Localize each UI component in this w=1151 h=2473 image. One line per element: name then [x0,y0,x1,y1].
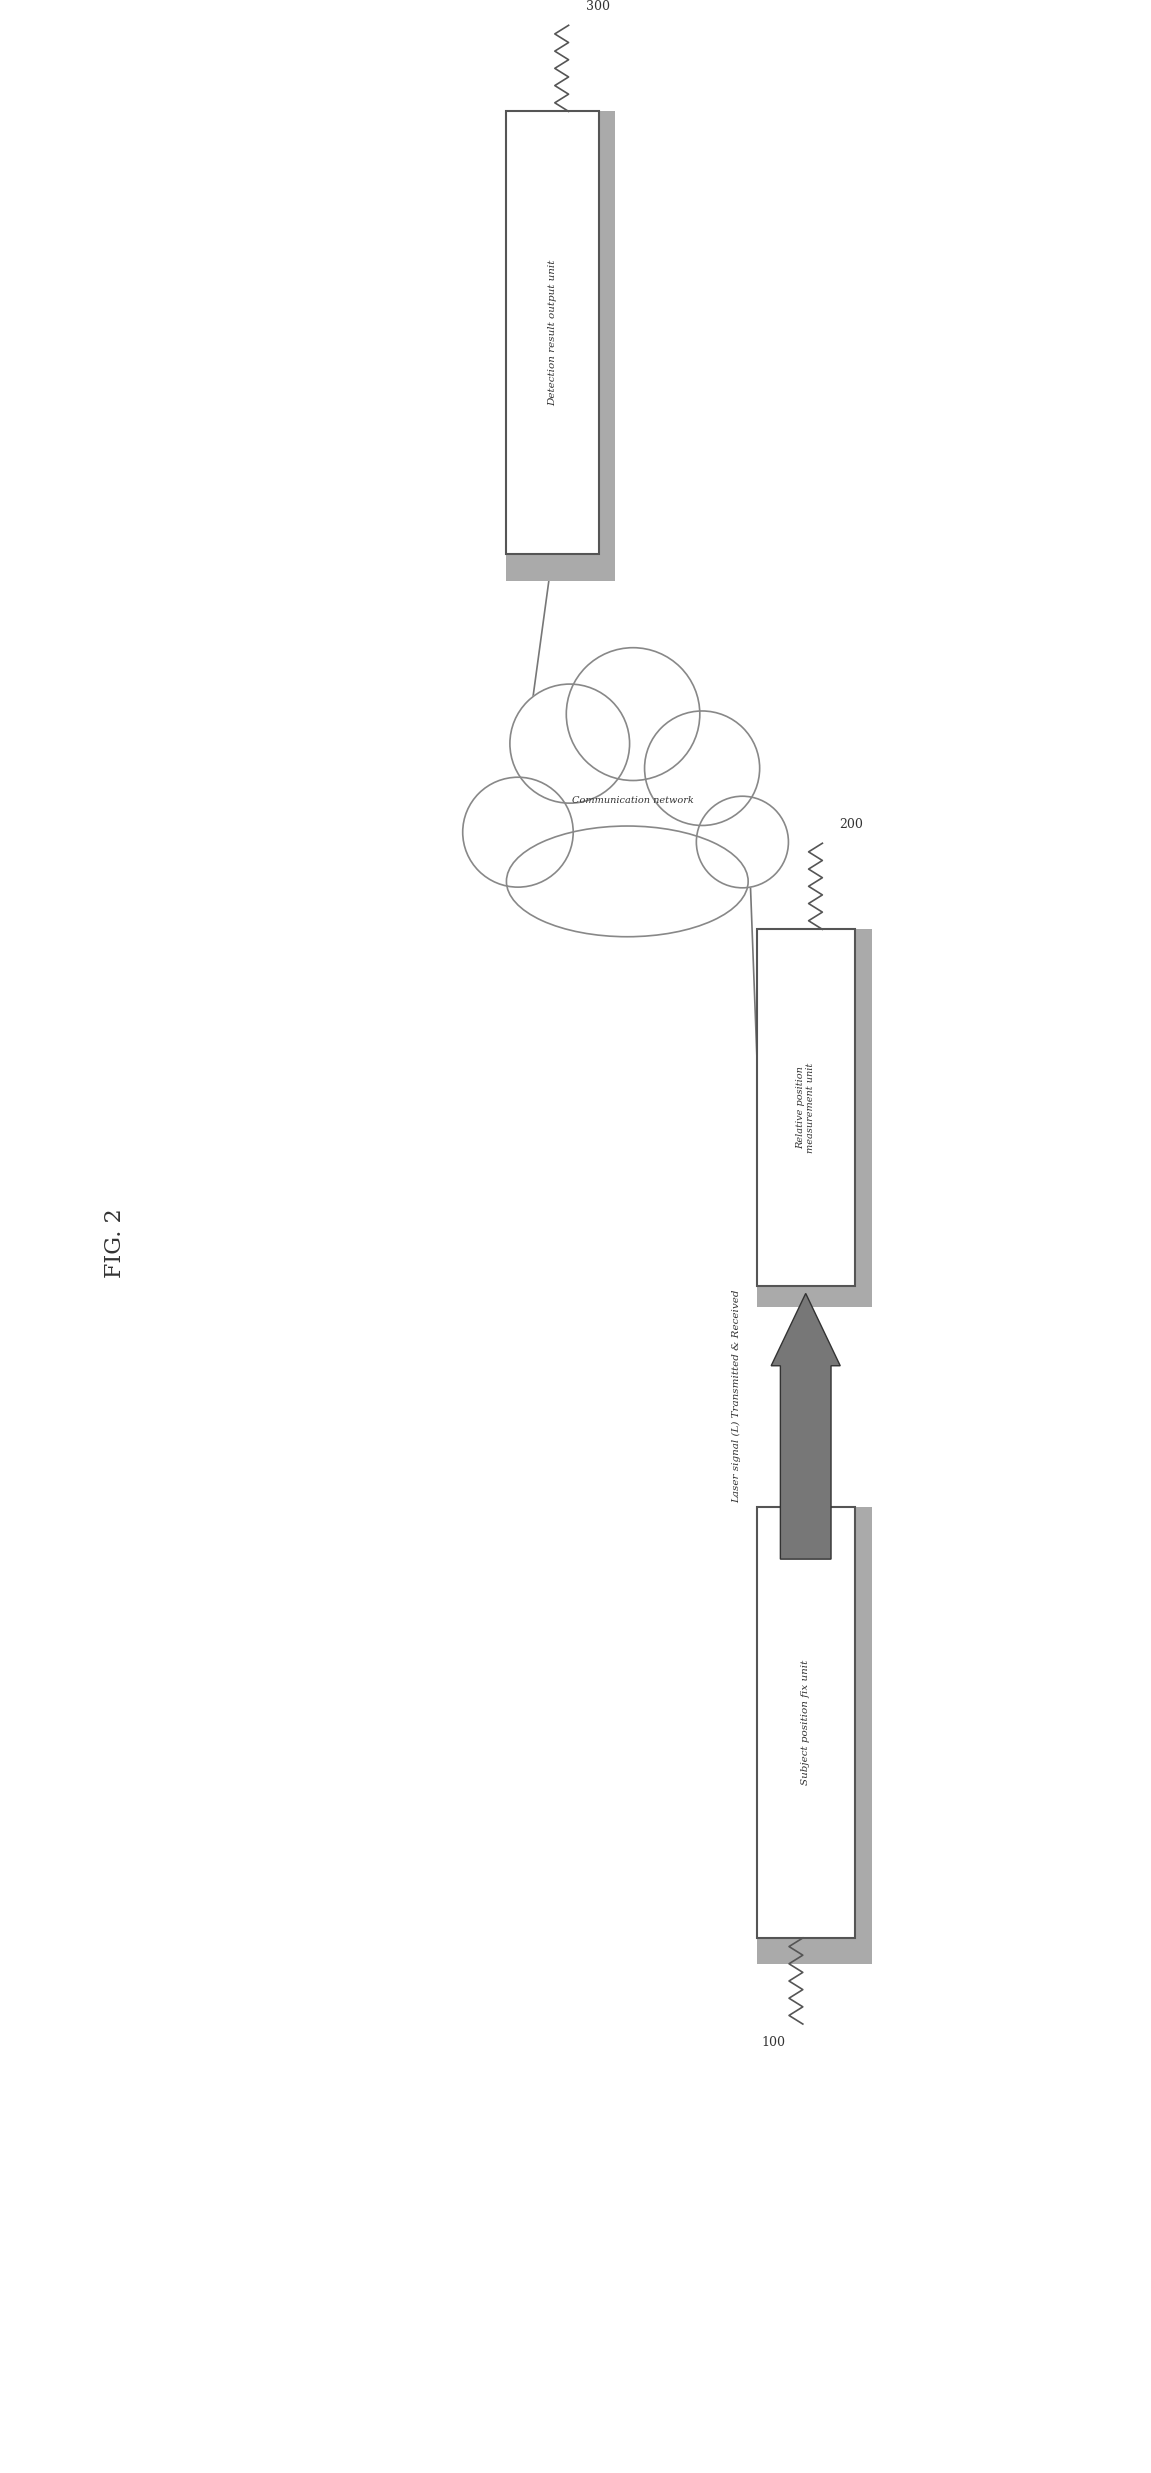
Ellipse shape [510,685,630,804]
FancyBboxPatch shape [854,930,872,1308]
FancyBboxPatch shape [854,1509,872,1964]
Text: FIG. 2: FIG. 2 [104,1209,127,1279]
Text: 300: 300 [586,0,610,12]
FancyBboxPatch shape [506,554,599,581]
FancyBboxPatch shape [756,930,854,1286]
Text: Communication network: Communication network [572,796,694,804]
Text: Relative position
measurement unit: Relative position measurement unit [796,1063,815,1152]
Polygon shape [771,1293,840,1558]
Text: 100: 100 [762,2035,785,2050]
Text: Detection result output unit: Detection result output unit [548,260,557,406]
Ellipse shape [645,710,760,826]
Ellipse shape [566,648,700,781]
Ellipse shape [463,777,573,888]
Ellipse shape [506,826,748,937]
FancyBboxPatch shape [756,1939,854,1964]
Ellipse shape [696,796,788,888]
Text: Subject position fix unit: Subject position fix unit [801,1659,810,1786]
FancyBboxPatch shape [756,1286,854,1308]
Text: Laser signal (L) Transmitted & Received: Laser signal (L) Transmitted & Received [732,1291,741,1504]
FancyBboxPatch shape [506,111,599,554]
FancyBboxPatch shape [756,1509,854,1939]
Text: 200: 200 [839,819,863,831]
FancyBboxPatch shape [599,111,615,581]
